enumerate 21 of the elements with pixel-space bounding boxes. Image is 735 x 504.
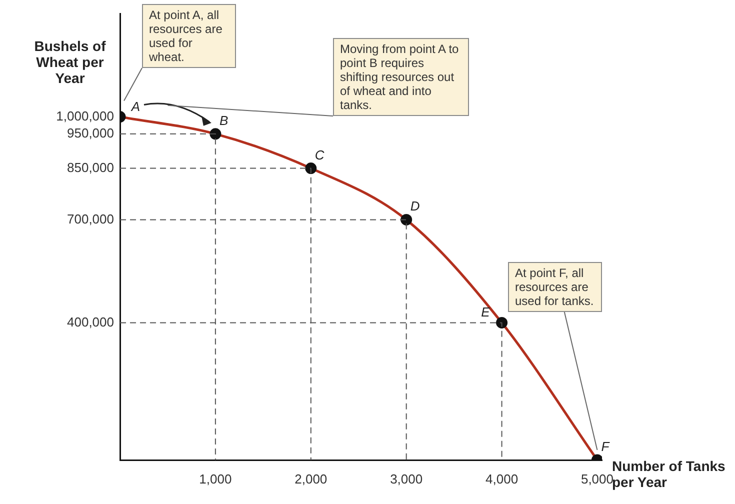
annotation: At point A, all resources are used for wheat.	[142, 4, 236, 68]
x-tick-label: 2,000	[294, 471, 328, 486]
y-axis-title: Bushels of Wheat per Year	[33, 38, 107, 86]
x-tick-label: 3,000	[390, 471, 423, 486]
annotation: B	[219, 112, 228, 128]
y-tick-label: 1,000,000	[56, 108, 114, 124]
annotation: C	[314, 147, 325, 162]
x-tick-label: 5,000	[580, 471, 614, 486]
x-tick-label: 4,000	[486, 471, 518, 486]
annotation: D	[410, 198, 420, 214]
x-tick-label: 1,000	[199, 471, 232, 486]
y-tick-label: 700,000	[67, 211, 114, 226]
annotation: A	[130, 98, 140, 114]
annotation: At point F, all resources are used for tanks.	[508, 262, 602, 312]
y-tick-label: 400,000	[67, 314, 114, 330]
y-tick-label: 850,000	[67, 160, 114, 175]
annotation: E	[481, 304, 490, 320]
annotation: Moving from point A to point B requires shifting resources out of wheat and into tanks.	[333, 38, 469, 116]
annotation: F	[601, 439, 610, 454]
y-tick-label: 950,000	[67, 126, 114, 141]
x-axis-title: Number of Tanks per Year	[612, 458, 726, 490]
